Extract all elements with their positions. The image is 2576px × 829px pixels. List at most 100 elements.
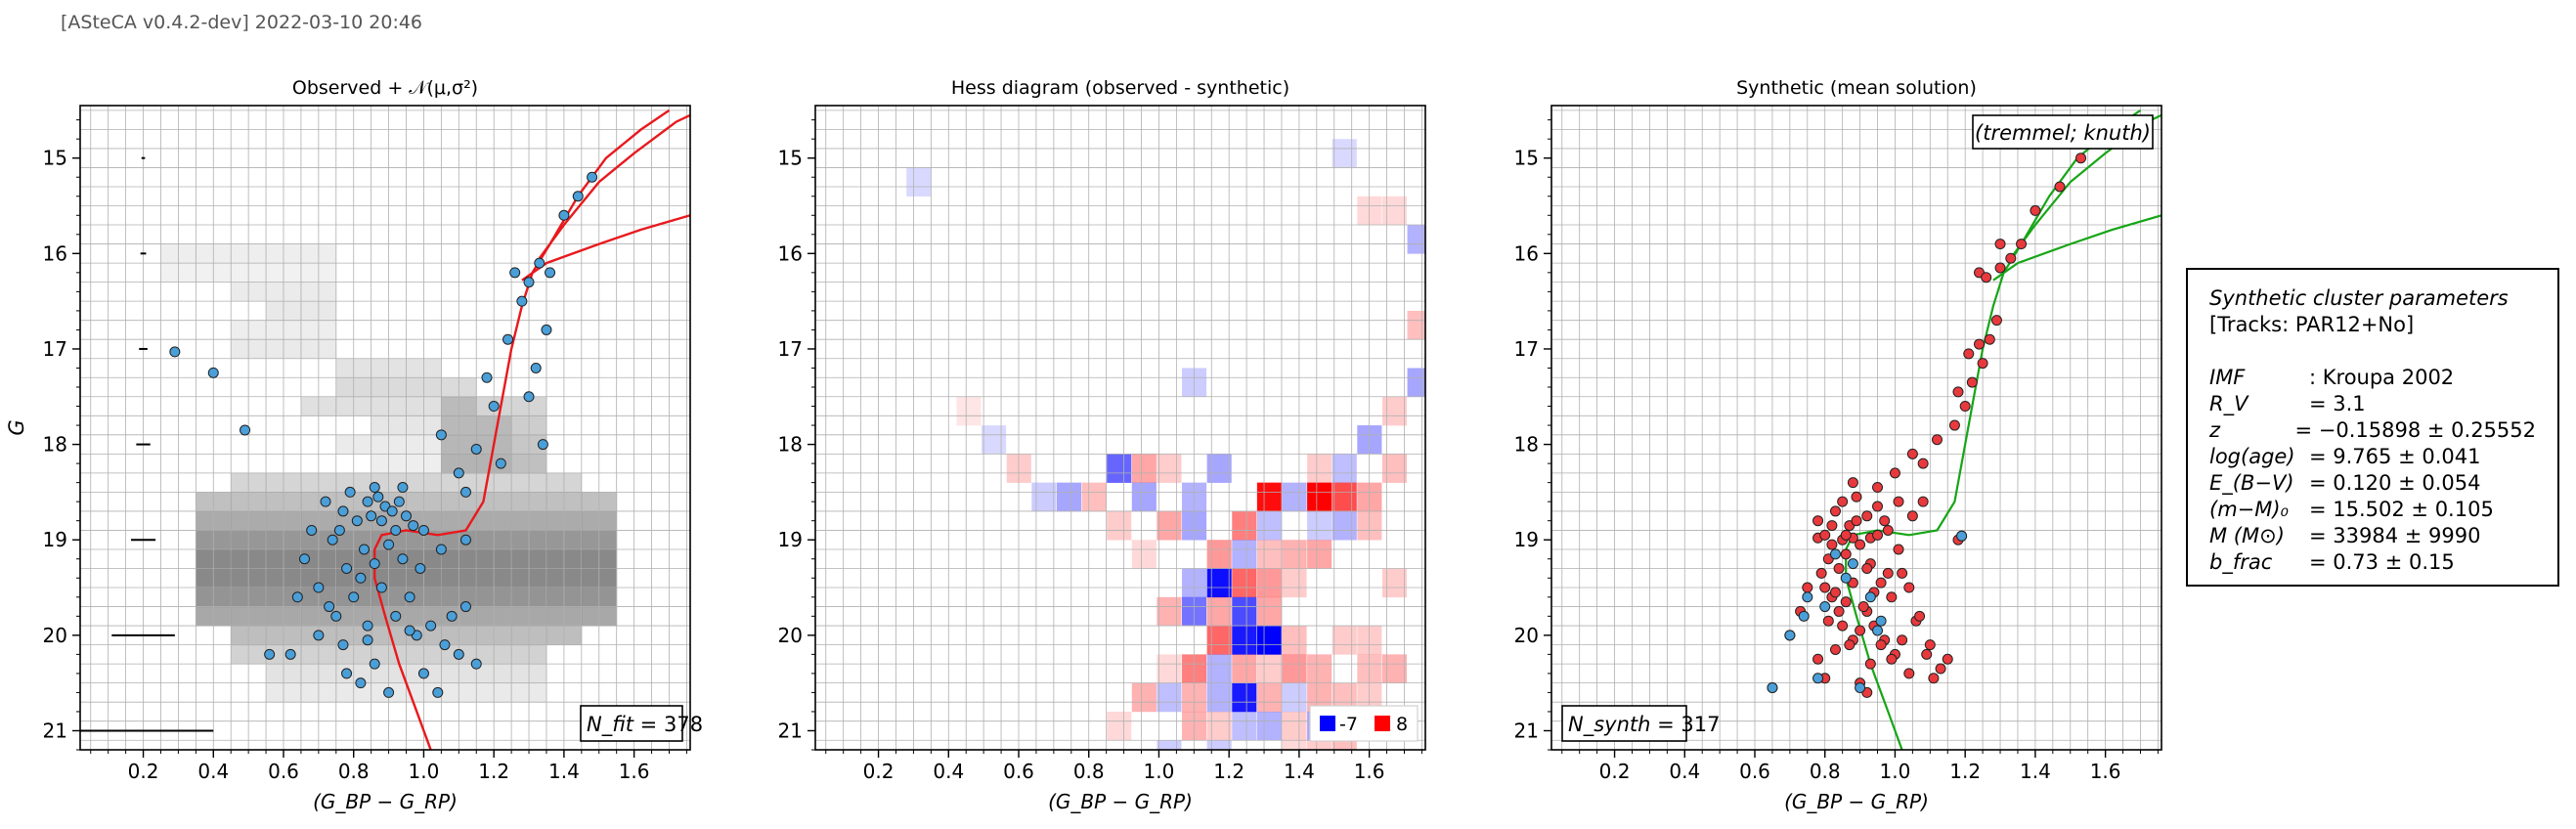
- hess-cell: [1232, 540, 1257, 569]
- observed-star: [502, 333, 514, 345]
- synthetic-field-star: [1802, 591, 1813, 603]
- synthetic-star: [1882, 524, 1894, 536]
- observed-star: [284, 648, 296, 660]
- param-row: (m−M)₀ = 15.502 ± 0.105: [2209, 497, 2536, 523]
- synthetic-star: [1879, 515, 1891, 527]
- count-badge: [1561, 705, 1687, 742]
- observed-star: [313, 630, 325, 641]
- x-tick-label: 0.4: [197, 760, 229, 783]
- y-tick-label: 19: [778, 528, 803, 551]
- observed-star: [530, 362, 542, 373]
- synthetic-star: [1994, 262, 2006, 274]
- synthetic-star: [1921, 648, 1933, 660]
- observed-star: [545, 267, 556, 279]
- hess-cell: [1232, 568, 1257, 598]
- synthetic-star: [1837, 496, 1849, 507]
- synthetic-star: [1857, 601, 1869, 613]
- param-key: R_V: [2209, 392, 2249, 415]
- hess-cell: [1407, 225, 1425, 254]
- synthetic-star: [1924, 639, 1936, 651]
- param-row: z = −0.15898 ± 0.25552: [2209, 417, 2536, 444]
- y-tick-label: 16: [43, 241, 67, 265]
- hess-cell: [1256, 682, 1282, 713]
- synthetic-star: [1840, 529, 1852, 541]
- synthetic-star: [1893, 544, 1904, 555]
- observed-star: [537, 439, 548, 451]
- observed-star: [362, 620, 373, 632]
- synthetic-star: [1886, 591, 1898, 603]
- observed-star: [572, 191, 584, 202]
- hess-cell: [1157, 454, 1182, 483]
- x-tick-label: 1.2: [1213, 760, 1244, 783]
- synthetic-star: [2030, 204, 2041, 216]
- observed-star: [369, 558, 380, 570]
- observed-star: [333, 524, 345, 536]
- hess-cell: [982, 425, 1007, 455]
- synthetic-star: [1952, 386, 1964, 398]
- hess-cell: [1282, 654, 1307, 683]
- axes-frame: [79, 105, 691, 751]
- synthetic-star: [1872, 482, 1884, 494]
- hess-cell: [1206, 682, 1232, 713]
- synthetic-star: [1875, 639, 1887, 651]
- synthetic-star: [1861, 510, 1873, 522]
- param-row: E_(B−V) = 0.120 ± 0.054: [2209, 470, 2536, 497]
- hess-cell: [1206, 568, 1232, 598]
- observed-star: [495, 458, 506, 469]
- y-tick-label: 18: [43, 433, 67, 457]
- count-badge-text: N_fit = 378: [587, 713, 703, 737]
- y-tick-label: 21: [43, 719, 67, 742]
- synthetic-star: [1963, 348, 1975, 360]
- observed-star: [306, 524, 318, 536]
- panel-title: Hess diagram (observed - synthetic): [951, 77, 1289, 99]
- observed-star: [358, 544, 370, 555]
- hess-cell: [1232, 711, 1257, 741]
- observed-star: [459, 486, 471, 498]
- hess-cell: [1432, 339, 1457, 369]
- synthetic-star: [1826, 520, 1838, 532]
- hess-cell: [1282, 711, 1307, 741]
- hess-cell: [1307, 454, 1332, 483]
- synthetic-star: [1851, 515, 1862, 527]
- synthetic-star: [1917, 496, 1929, 507]
- x-tick-label: 1.2: [478, 760, 509, 783]
- y-tick-label: 16: [778, 241, 803, 265]
- synthetic-field-star: [1840, 572, 1852, 584]
- param-value: = 0.73 ± 0.15: [2309, 550, 2455, 574]
- synthetic-star: [1819, 582, 1831, 593]
- x-tick-label: 1.0: [409, 760, 440, 783]
- observed-star: [362, 634, 373, 646]
- synthetic-star: [1829, 587, 1841, 598]
- synthetic-star: [1948, 419, 1960, 431]
- synthetic-star: [1906, 510, 1918, 522]
- synthetic-star: [1977, 358, 1988, 370]
- hess-cell: [1081, 482, 1107, 512]
- hess-cell: [1256, 568, 1282, 598]
- x-tick-label: 0.6: [1003, 760, 1034, 783]
- observed-star: [291, 591, 303, 603]
- param-row: R_V = 3.1: [2209, 391, 2536, 417]
- observed-star: [366, 510, 377, 522]
- observed-star: [401, 510, 413, 522]
- hess-cell: [1206, 740, 1232, 750]
- observed-star: [446, 610, 458, 622]
- synthetic-star: [1984, 333, 1995, 345]
- hess-cell: [1432, 283, 1457, 312]
- observed-star: [432, 686, 444, 698]
- hess-cell: [1381, 196, 1408, 226]
- observed-star: [330, 610, 342, 622]
- synthetic-field-star: [1798, 610, 1810, 622]
- hess-cell: [1157, 682, 1182, 713]
- synthetic-field-star: [1812, 673, 1824, 684]
- hess-cell: [1458, 225, 1482, 254]
- y-tick-label: 19: [43, 528, 67, 551]
- plot-area: [815, 106, 1482, 750]
- param-key: z: [2209, 418, 2221, 442]
- observed-star: [470, 443, 482, 455]
- hess-cell: [1282, 482, 1307, 512]
- observed-star: [355, 677, 367, 689]
- isochrone-upper: [538, 113, 690, 259]
- synthetic-star: [1931, 434, 1943, 446]
- param-key: (m−M)₀: [2209, 498, 2289, 521]
- observed-star: [313, 582, 325, 593]
